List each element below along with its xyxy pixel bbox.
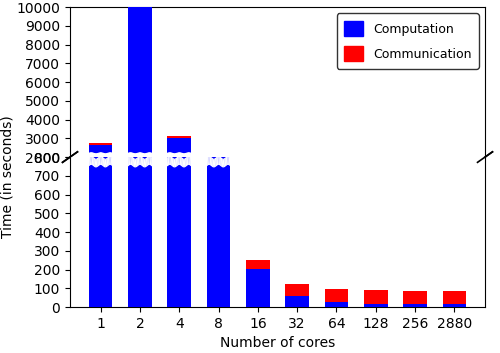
Bar xyxy=(364,304,388,307)
Bar xyxy=(89,0,112,307)
Bar xyxy=(404,304,427,307)
Bar xyxy=(246,269,270,307)
Bar xyxy=(442,193,466,194)
Bar xyxy=(404,291,427,304)
Bar xyxy=(246,260,270,269)
Bar xyxy=(364,290,388,304)
X-axis label: Number of cores: Number of cores xyxy=(220,336,335,351)
Bar xyxy=(364,193,388,194)
Bar xyxy=(89,145,112,195)
Bar xyxy=(442,291,466,304)
Bar xyxy=(168,0,191,307)
Bar xyxy=(246,191,270,195)
Bar xyxy=(89,143,112,145)
Bar xyxy=(324,302,348,307)
Bar xyxy=(324,289,348,302)
Bar xyxy=(168,138,191,195)
Bar xyxy=(442,304,466,307)
Bar xyxy=(207,157,231,307)
Bar xyxy=(128,0,152,307)
Legend: Computation, Communication: Computation, Communication xyxy=(336,13,479,69)
Bar xyxy=(286,193,309,195)
Bar xyxy=(246,190,270,191)
Bar xyxy=(168,136,191,138)
Bar xyxy=(207,180,231,195)
Bar xyxy=(324,193,348,194)
Text: Time (in seconds): Time (in seconds) xyxy=(0,115,14,238)
Bar xyxy=(286,192,309,193)
Bar xyxy=(207,156,231,157)
Bar xyxy=(404,193,427,194)
Bar xyxy=(324,194,348,195)
Bar xyxy=(286,296,309,307)
Bar xyxy=(286,284,309,296)
Bar xyxy=(128,0,152,195)
